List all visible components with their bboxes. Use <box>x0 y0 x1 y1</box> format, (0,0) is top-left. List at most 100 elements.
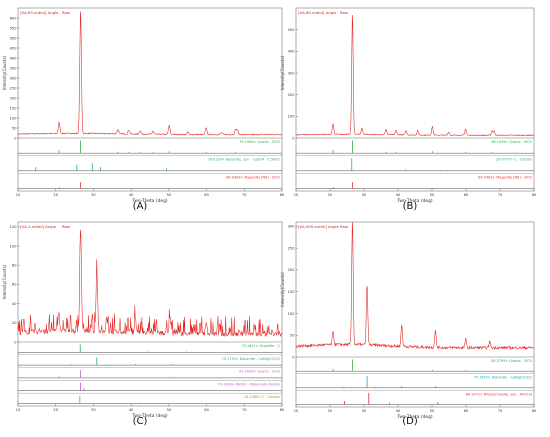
phase-label: 46-1045> Quartz - SiO2 <box>491 140 532 144</box>
y-tick-label: 100 <box>10 116 18 120</box>
y-tick-label: 100 <box>10 244 18 248</box>
y-tick-label: 40 <box>12 302 17 306</box>
y-tick-label: 20 <box>12 321 17 325</box>
phase-label: 89-0483> Maganite [NR] - SiO2 <box>478 175 532 179</box>
phase-label: 29-0779> C - Carbon <box>496 158 532 162</box>
x-tick-label: 20 <box>53 408 58 412</box>
phase-label: 75-1759> Dolomite - CaMg(CO3)2 <box>222 357 280 361</box>
phase-label: 87-2096> Quartz - SiO2 <box>239 370 280 374</box>
x-tick-label: 70 <box>242 193 247 197</box>
x-tick-label: 10 <box>294 193 299 197</box>
x-tick-label: 50 <box>430 409 435 413</box>
chart-header: [XA-84.xrdml] Angle <box>298 10 337 15</box>
y-tick-label: 400 <box>10 56 18 60</box>
x-tick-label: 10 <box>294 409 299 413</box>
y-tick-label: 150 <box>288 290 296 294</box>
phase-label: 73-1643> KAlSi3 - Potassium Alumin <box>218 382 280 386</box>
phase-label: 89-0483> Maganite [NR] - SiO2 <box>226 175 280 179</box>
chart-header: [XA-905.xrdml] Angle <box>298 224 339 229</box>
x-tick-label: 20 <box>53 193 58 197</box>
y-tick-label: 200 <box>10 96 18 100</box>
x-tick-label: 10 <box>16 408 21 412</box>
y-tick-label: 250 <box>10 86 18 90</box>
y-tick-label: 80 <box>12 264 17 268</box>
x-tick-label: 20 <box>328 409 333 413</box>
y-tick-label: 0 <box>14 340 17 344</box>
y-tick-label: 60 <box>12 283 17 287</box>
panel-label: (D) <box>402 416 418 427</box>
chart-header-tag: Raw <box>340 10 348 15</box>
chart-panel-0: [XA-83.xrdml] Angle Raw 0 50 100 150 200 250 300… <box>2 7 285 212</box>
phase-label: 75-1655> Dolomite - CaMg(CO3)2 <box>474 376 532 380</box>
diffraction-pattern <box>295 15 535 137</box>
y-tick-label: 50 <box>290 334 295 338</box>
y-tick-label: 120 <box>10 225 18 229</box>
x-tick-label: 70 <box>498 409 503 413</box>
plot-frame <box>17 221 283 407</box>
y-tick-label: 400 <box>288 50 296 54</box>
x-axis-label: Two-Theta (deg) <box>396 198 432 204</box>
y-tick-label: 150 <box>10 106 18 110</box>
plot-frame <box>295 7 535 192</box>
y-tick-label: 350 <box>10 66 18 70</box>
x-tick-label: 40 <box>396 409 401 413</box>
phase-label: 85-0795> Quartz - SiO2 <box>491 359 532 363</box>
y-tick-label: 0 <box>292 136 295 140</box>
chart-header-tag: Raw <box>62 224 70 229</box>
y-tick-label: 0 <box>14 136 17 140</box>
x-tick-label: 30 <box>362 193 367 197</box>
x-tick-label: 80 <box>280 193 285 197</box>
x-tick-label: 80 <box>280 408 285 412</box>
panel-label: (A) <box>133 201 148 212</box>
chart-panel-3: [XA-905.xrdml] Angle Raw 0 50 100 150 200 250 30… <box>280 221 537 427</box>
y-axis-label: Intensity(Counts) <box>280 55 285 90</box>
x-tick-label: 50 <box>167 408 172 412</box>
x-tick-label: 50 <box>167 193 172 197</box>
x-tick-label: 40 <box>129 193 134 197</box>
chart-header: [XA-1.xrdml] Angle <box>20 224 57 229</box>
phase-label: 84-1472> Rhodochrosite, syn - MnCO3 <box>466 392 532 396</box>
x-tick-label: 40 <box>129 408 134 412</box>
x-tick-label: 70 <box>242 408 247 412</box>
y-tick-label: 100 <box>288 312 296 316</box>
y-tick-label: 300 <box>288 225 296 229</box>
x-tick-label: 60 <box>464 193 469 197</box>
x-tick-label: 80 <box>532 193 537 197</box>
x-tick-label: 30 <box>362 409 367 413</box>
phase-label: 26-1080> C - Carbon <box>244 395 280 399</box>
plot-frame <box>295 221 535 408</box>
diffraction-pattern <box>17 11 283 136</box>
phase-label: 75-1621> Graphite - C <box>241 344 280 348</box>
x-tick-label: 30 <box>91 193 96 197</box>
plot-frame <box>17 7 283 192</box>
x-tick-label: 80 <box>532 409 537 413</box>
y-tick-label: 200 <box>288 93 296 97</box>
x-tick-label: 20 <box>328 193 333 197</box>
y-tick-label: 100 <box>288 115 296 119</box>
x-tick-label: 40 <box>396 193 401 197</box>
y-tick-label: 200 <box>288 268 296 272</box>
x-axis-label: Two-Theta (deg) <box>131 198 167 204</box>
diffraction-pattern <box>295 221 535 351</box>
x-tick-label: 70 <box>498 193 503 197</box>
y-tick-label: 500 <box>10 36 18 40</box>
x-tick-label: 30 <box>91 408 96 412</box>
chart-panel-1: [XA-84.xrdml] Angle Raw 0 100 200 300 400 500 In… <box>280 7 537 212</box>
panel-label: (B) <box>403 201 418 212</box>
y-axis-label: Intensity(Counts) <box>2 264 7 299</box>
y-axis-label: Intensity(Counts) <box>280 272 285 307</box>
y-axis-label: Intensity(Counts) <box>2 55 7 90</box>
y-tick-label: 300 <box>288 71 296 75</box>
y-tick-label: 450 <box>10 46 18 50</box>
x-axis-label: Two-Theta (deg) <box>131 413 167 419</box>
y-tick-label: 0 <box>292 355 295 359</box>
y-tick-label: 500 <box>288 28 296 32</box>
phase-label: 79-1906> Quartz - SiO2 <box>239 140 280 144</box>
x-axis-label: Two-Theta (deg) <box>396 414 432 420</box>
y-tick-label: 300 <box>10 76 18 80</box>
chart-header: [XA-83.xrdml] Angle <box>20 10 59 15</box>
y-tick-label: 550 <box>10 26 18 30</box>
chart-header-tag: Raw <box>62 10 70 15</box>
x-tick-label: 50 <box>430 193 435 197</box>
diffraction-pattern <box>17 229 283 337</box>
